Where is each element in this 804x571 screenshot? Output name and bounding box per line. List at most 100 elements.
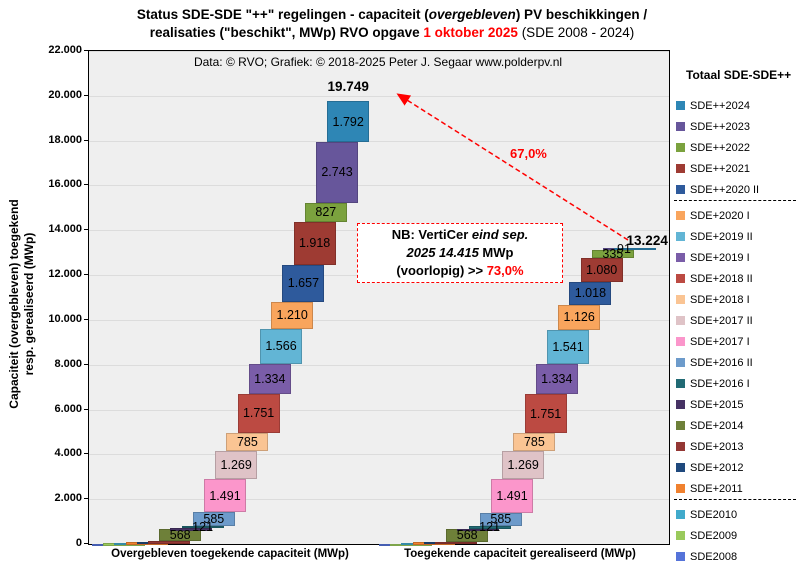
bar-value-label-left-sde-2019-ii: 1.566 xyxy=(265,339,297,354)
y-axis-title-line2: resp. gerealiseerd (MWp) xyxy=(22,232,36,376)
title-part: realisaties ("beschikt", MWp) RVO opgave xyxy=(149,25,424,40)
legend-item-sde-2011: SDE+2011 xyxy=(676,478,743,499)
legend-swatch-sde-2019-ii xyxy=(676,232,685,241)
bar-segment-left-sde-2019-i xyxy=(248,363,291,394)
bar-value-label-right-sde-2017-i: 1.491 xyxy=(496,489,528,504)
plot-area: 568 121 585 1.491 1.269 785 1.751 1.334 1.566 1.2… xyxy=(88,50,670,547)
legend-item-sde-2014: SDE+2014 xyxy=(676,415,744,436)
source-copyright-note: Data: © RVO; Grafiek: © 2018-2025 Peter … xyxy=(193,55,563,69)
legend-swatch-sde-2020-ii xyxy=(676,185,685,194)
bar-value-label-left-sde-2020-ii: 1.657 xyxy=(287,276,320,291)
bar-segment-left-sde-2020-ii xyxy=(282,264,325,302)
title-part-range: (SDE 2008 - 2024) xyxy=(517,25,635,40)
legend-item-sde2010: SDE2010 xyxy=(676,504,737,525)
bar-segment-right-sde-2017-i xyxy=(491,479,533,513)
title-part: Status SDE-SDE "++" regelingen - capacit… xyxy=(136,7,429,22)
legend-label: SDE+2016 II xyxy=(690,356,753,369)
note-percent-red: 73,0% xyxy=(486,263,524,278)
legend-label: SDE2009 xyxy=(690,529,738,542)
legend-swatch-sde-2016-i xyxy=(676,379,685,388)
note-text: MWp xyxy=(478,245,514,260)
legend-swatch-sde-2015 xyxy=(676,400,685,409)
bar-segment-left-sde-2017-i xyxy=(204,479,246,513)
bar-segment-left-sde-2023 xyxy=(316,141,358,204)
legend-label: SDE+2020 I xyxy=(690,209,750,222)
bar-value-label-right-sde-2019-ii: 1.541 xyxy=(552,340,584,355)
bar-segment-right-sde-2018-ii xyxy=(524,394,567,434)
bar-segment-left-sde-2018-ii xyxy=(237,393,280,434)
gridline xyxy=(89,95,669,97)
legend-item-sde-2016-ii: SDE+2016 II xyxy=(676,352,753,373)
legend-item-sde-2017-i: SDE+2017 I xyxy=(676,331,750,352)
y-tick-label: 18.000 xyxy=(48,133,82,146)
legend-item-sde-2016-i: SDE+2016 I xyxy=(676,373,750,394)
bar-segment-left-sde-2015 xyxy=(170,528,213,531)
legend-swatch-sde-2016-ii xyxy=(676,358,685,367)
note-text: (voorlopig) >> xyxy=(396,263,487,278)
bar-value-label-left-sde-2017-i: 1.491 xyxy=(209,488,241,503)
bar-segment-left-sde-2013 xyxy=(148,541,190,544)
bar-segment-left-sde-2019-ii xyxy=(260,328,302,364)
title-part: ) PV beschikkingen / xyxy=(515,7,648,22)
legend-swatch-sde-2017-ii xyxy=(676,316,685,325)
legend-item-sde-2012: SDE+2012 xyxy=(676,457,744,478)
bar-value-label-right-sde-2018-i: 785 xyxy=(523,435,545,450)
title-date-red: 1 oktober 2025 xyxy=(423,25,518,40)
realisation-percent-label: 67,0% xyxy=(510,146,547,161)
y-tick-mark xyxy=(84,139,88,141)
bar-segment-right-sde-2022 xyxy=(591,250,634,258)
bar-segment-right-sde-2019-i xyxy=(535,364,578,395)
legend-label: SDE+2011 xyxy=(690,482,743,495)
legend-label: SDE++2024 xyxy=(690,99,750,112)
legend-swatch-sde-2023 xyxy=(676,122,685,131)
bar-value-label-right-sde-2022: 335 xyxy=(602,246,624,261)
y-tick-label: 8.000 xyxy=(54,357,82,370)
legend-label: SDE+2013 xyxy=(690,440,744,453)
gridline xyxy=(89,51,669,52)
legend-label: SDE+2019 I xyxy=(690,251,750,264)
legend-item-sde-2018-ii: SDE+2018 II xyxy=(676,268,753,289)
legend-label: SDE+2017 II xyxy=(690,314,753,327)
bar-segment-left-sde-2024 xyxy=(327,101,370,142)
note-text-italic: eind sep. xyxy=(471,227,529,242)
bar-value-label-right-sde-2020-i: 1.126 xyxy=(563,310,595,325)
bar-value-label-right-sde-2019-i: 1.334 xyxy=(541,372,573,387)
bar-segment-left-sde-2021 xyxy=(293,221,336,265)
bar-value-label-left-sde-2017-ii: 1.269 xyxy=(220,457,252,472)
legend-label: SDE+2016 I xyxy=(690,377,750,390)
legend-item-sde2009: SDE2009 xyxy=(676,525,737,546)
note-line3: (voorlopig) >> 73,0% xyxy=(358,262,562,280)
legend-swatch-sde-2018-i xyxy=(676,295,685,304)
legend-label: SDE++2021 xyxy=(690,162,750,175)
legend-item-sde-2018-i: SDE+2018 I xyxy=(676,289,750,310)
legend-label: SDE+2014 xyxy=(690,419,744,432)
bar-value-label-left-sde-2019-i: 1.334 xyxy=(254,371,286,386)
note-text-italic: 2025 14.415 xyxy=(406,245,479,260)
y-tick-label: 14.000 xyxy=(48,223,82,236)
y-tick-mark xyxy=(84,498,88,500)
y-tick-mark xyxy=(84,274,88,276)
chart-title-line1: Status SDE-SDE "++" regelingen - capacit… xyxy=(0,6,784,24)
legend-item-sde2008: SDE2008 xyxy=(676,546,737,567)
bar-value-label-right-sde-2018-ii: 1.751 xyxy=(529,406,562,421)
legend-item-sde-2019-i: SDE+2019 I xyxy=(676,247,750,268)
gridline xyxy=(89,319,669,321)
y-tick-label: 20.000 xyxy=(48,88,82,101)
bar-value-label-left-sde-2014: 568 xyxy=(169,527,191,542)
bar-value-label-right-sde-2021: 1.080 xyxy=(585,262,618,277)
legend-swatch-sde-2021 xyxy=(676,164,685,173)
bar-value-label-right-sde-2023: 91 xyxy=(617,242,631,257)
legend-item-sde-2022: SDE++2022 xyxy=(676,137,750,158)
y-tick-mark xyxy=(84,363,88,365)
bar-segment-right-sde-2017-ii xyxy=(502,451,545,480)
legend-separator xyxy=(674,200,796,201)
y-tick-label: 6.000 xyxy=(54,402,82,415)
bar-value-label-left-sde-2016-i: 121 xyxy=(192,519,214,534)
y-tick-mark xyxy=(84,50,88,51)
bar-value-label-left-sde-2021: 1.918 xyxy=(298,236,331,251)
total-label-right: 13.224 xyxy=(626,232,668,248)
y-tick-label: 2.000 xyxy=(54,492,82,505)
legend-label: SDE+2017 I xyxy=(690,335,750,348)
legend-label: SDE++2023 xyxy=(690,120,750,133)
bar-segment-right-sde-2016-ii xyxy=(479,512,522,526)
